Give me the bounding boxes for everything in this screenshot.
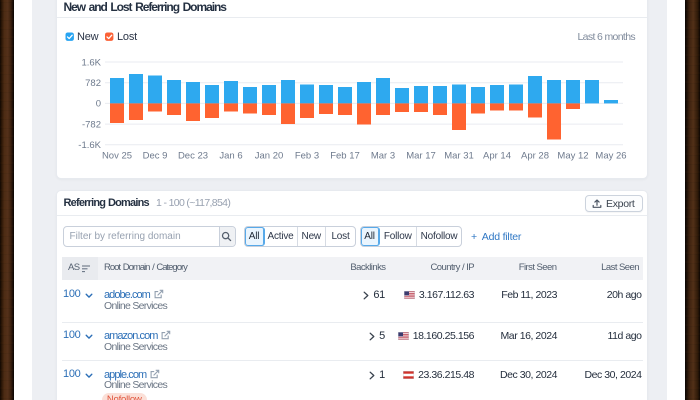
svg-text:Dec 23: Dec 23 (178, 151, 208, 162)
svg-text:Apr 14: Apr 14 (483, 151, 511, 162)
svg-text:0: 0 (96, 99, 101, 110)
svg-text:1.6K: 1.6K (81, 57, 101, 68)
svg-text:-1.6K: -1.6K (78, 140, 101, 151)
svg-text:Feb 3: Feb 3 (295, 151, 319, 162)
svg-text:Apr 28: Apr 28 (521, 151, 549, 162)
svg-text:Mar 31: Mar 31 (444, 151, 474, 162)
svg-text:Mar 3: Mar 3 (371, 151, 395, 162)
svg-text:May 26: May 26 (595, 151, 626, 162)
svg-text:Mar 17: Mar 17 (406, 151, 436, 162)
svg-text:782: 782 (85, 78, 101, 89)
svg-text:Nov 25: Nov 25 (102, 151, 132, 162)
svg-text:Feb 17: Feb 17 (330, 151, 360, 162)
svg-text:Dec 9: Dec 9 (143, 151, 168, 162)
svg-text:Jan 6: Jan 6 (219, 151, 242, 162)
svg-text:Jan 20: Jan 20 (255, 151, 284, 162)
svg-text:-782: -782 (82, 119, 101, 130)
svg-text:May 12: May 12 (557, 151, 588, 162)
